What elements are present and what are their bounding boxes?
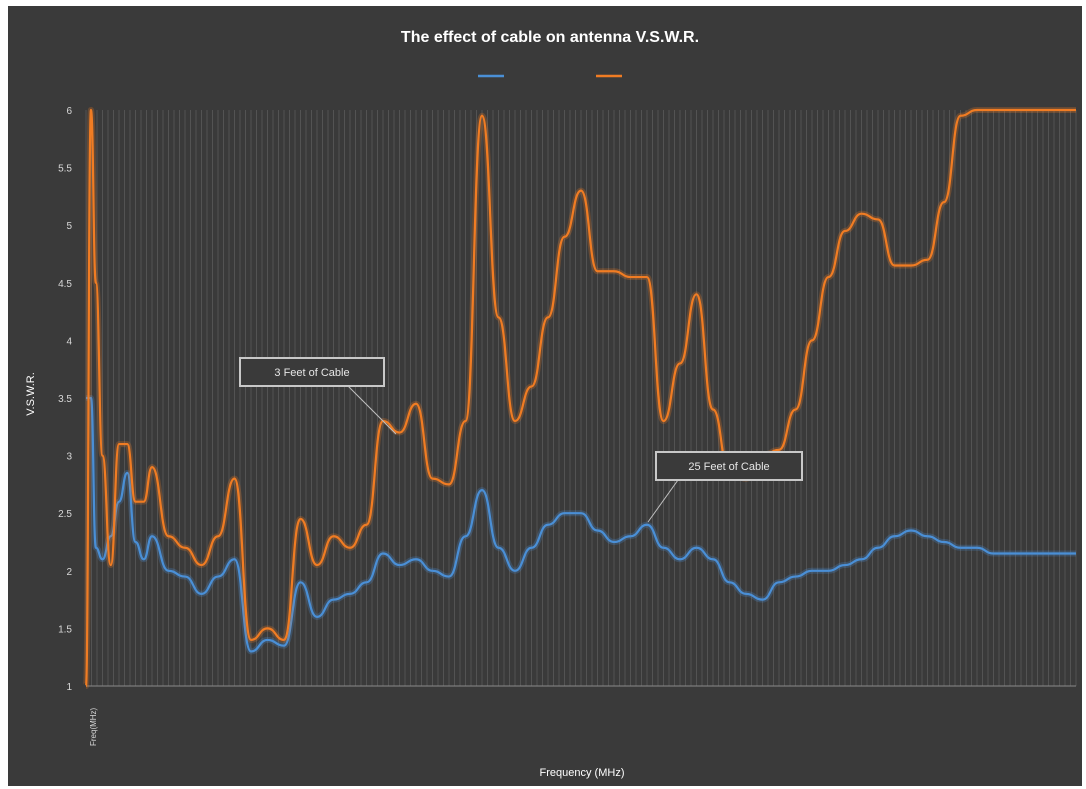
x-tick-label: Freq(MHz) (89, 707, 98, 746)
y-tick-label: 4.5 (58, 279, 72, 290)
chart-annotations: 3 Feet of Cable 25 Feet of Cable (239, 357, 803, 523)
y-tick-label: 5.5 (58, 164, 72, 175)
y-tick-label: 2.5 (58, 509, 72, 520)
y-tick-label: 4 (66, 336, 72, 347)
annotation-0-leader (347, 385, 397, 435)
chart-area: The effect of cable on antenna V.S.W.R. … (8, 6, 1082, 786)
y-tick-label: 5 (66, 221, 72, 232)
y-axis-label: V.S.W.R. (25, 372, 37, 416)
y-tick-label: 6 (66, 106, 72, 117)
line-chart: The effect of cable on antenna V.S.W.R. … (25, 29, 1077, 779)
x-axis-ticks: Freq(MHz) (89, 707, 98, 746)
y-axis-ticks: 1 1.5 2 2.5 3 3.5 4 4.5 5 5.5 6 (58, 106, 72, 693)
y-tick-label: 3.5 (58, 394, 72, 405)
annotation-0-box (239, 357, 385, 387)
series-0-line (86, 396, 1076, 653)
y-tick-label: 1.5 (58, 624, 72, 635)
chart-title: The effect of cable on antenna V.S.W.R. (401, 29, 699, 46)
y-tick-label: 2 (66, 567, 72, 578)
y-tick-label: 3 (66, 452, 72, 463)
chart-series (83, 106, 1076, 689)
chart-grid (85, 110, 1077, 687)
series-1-line (84, 108, 1076, 688)
annotation-1-text: 25 Feet of Cable (688, 461, 769, 473)
annotation-1-box (655, 451, 803, 481)
y-tick-label: 1 (66, 682, 72, 693)
x-axis-label: Frequency (MHz) (540, 767, 625, 779)
annotation-1-leader (647, 479, 679, 523)
annotation-0-text: 3 Feet of Cable (274, 367, 349, 379)
